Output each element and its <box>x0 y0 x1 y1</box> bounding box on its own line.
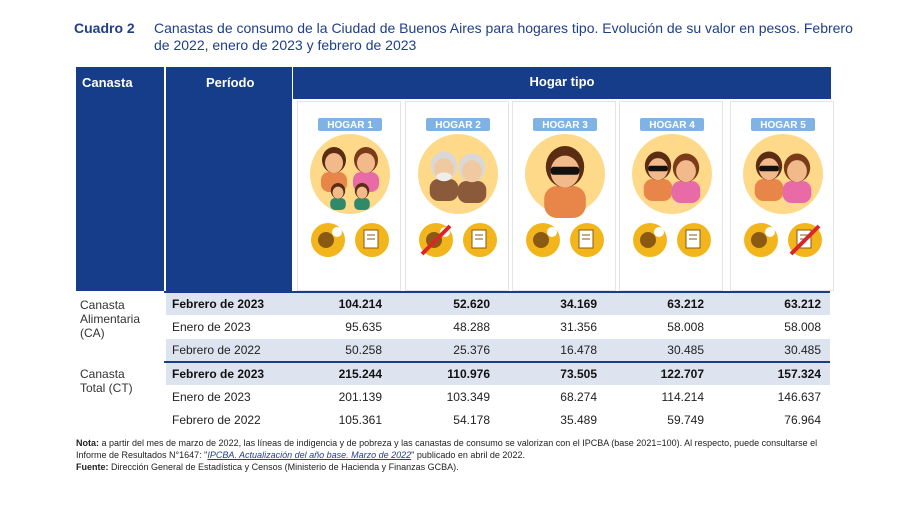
period-cell: Febrero de 2022 <box>172 343 261 357</box>
value-cell: 122.707 <box>660 367 704 381</box>
value-cell: 95.635 <box>345 320 382 334</box>
household-card: HOGAR 4 <box>619 101 723 291</box>
household-badge-label: HOGAR 5 <box>760 120 806 131</box>
group-label-line: Canasta <box>80 298 125 312</box>
value-cell: 25.376 <box>453 343 490 357</box>
table-row: Enero de 2023 201.139 103.349 68.274 114… <box>166 386 830 408</box>
table-footnote: Nota: a partir del mes de marzo de 2022,… <box>76 437 846 473</box>
group-label-line: Alimentaria <box>80 312 141 326</box>
group-label-line: Canasta <box>80 367 125 381</box>
value-cell: 104.214 <box>338 297 382 311</box>
value-cell: 110.976 <box>447 367 490 381</box>
period-cell: Enero de 2023 <box>172 320 251 334</box>
period-cell: Febrero de 2022 <box>172 413 261 427</box>
household-badge-label: HOGAR 3 <box>542 120 588 131</box>
value-cell: 63.212 <box>667 297 704 311</box>
value-cell: 76.964 <box>784 413 821 427</box>
group-separator <box>164 291 830 293</box>
note-label: Nota: <box>76 438 99 448</box>
group-label-ca: Canasta Alimentaria (CA) <box>80 298 140 340</box>
value-cell: 114.214 <box>661 390 705 404</box>
value-cell: 31.356 <box>560 320 597 334</box>
household-card: HOGAR 1 <box>297 101 401 291</box>
group-separator <box>164 361 830 363</box>
household-illustration-icon: HOGAR 3 <box>525 118 605 257</box>
household-badge-label: HOGAR 4 <box>649 120 695 131</box>
value-cell: 215.244 <box>338 367 382 381</box>
column-header-hogar-tipo: Hogar tipo <box>293 67 831 99</box>
value-cell: 68.274 <box>560 390 597 404</box>
value-cell: 30.485 <box>667 343 704 357</box>
row-shade <box>166 293 830 315</box>
household-card: HOGAR 3 <box>512 101 616 291</box>
group-label-line: Total (CT) <box>80 381 133 395</box>
table-row: Enero de 2023 95.635 48.288 31.356 58.00… <box>166 316 830 338</box>
source-paragraph: Fuente: Dirección General de Estadística… <box>76 461 846 473</box>
row-shade <box>166 363 830 385</box>
value-cell: 50.258 <box>345 343 382 357</box>
value-cell: 48.288 <box>453 320 490 334</box>
caption-title: Canastas de consumo de la Ciudad de Buen… <box>154 20 853 53</box>
table-row: Febrero de 2022 50.258 25.376 16.478 30.… <box>166 339 830 361</box>
column-header-periodo: Período <box>166 67 292 291</box>
value-cell: 54.178 <box>453 413 490 427</box>
household-illustration-icon: HOGAR 5 <box>743 118 823 257</box>
value-cell: 34.169 <box>560 297 597 311</box>
source-label: Fuente: <box>76 462 109 472</box>
value-cell: 73.505 <box>560 367 597 381</box>
note-text: a partir del mes de marzo de 2022, las l… <box>76 438 818 460</box>
value-cell: 146.637 <box>777 390 821 404</box>
household-badge-label: HOGAR 2 <box>435 120 481 131</box>
group-label-line: (CA) <box>80 326 105 340</box>
household-illustration-icon: HOGAR 2 <box>418 118 498 257</box>
value-cell: 201.139 <box>338 390 382 404</box>
value-cell: 157.324 <box>777 367 821 381</box>
value-cell: 105.361 <box>338 413 382 427</box>
period-cell: Febrero de 2023 <box>172 297 265 311</box>
table-row: Febrero de 2023 104.214 52.620 34.169 63… <box>166 293 830 315</box>
period-cell: Febrero de 2023 <box>172 367 265 381</box>
household-illustration-icon: HOGAR 4 <box>632 118 712 257</box>
household-illustrations: HOGAR 1 HOGAR 2 HOGAR 3 HOGAR 4 HOGAR 5 <box>293 101 834 291</box>
household-illustration-icon: HOGAR 1 <box>310 118 390 257</box>
table-row: Febrero de 2023 215.244 110.976 73.505 1… <box>166 363 830 385</box>
source-text: Dirección General de Estadística y Censo… <box>108 462 459 472</box>
household-card: HOGAR 5 <box>730 101 834 291</box>
period-cell: Enero de 2023 <box>172 390 251 404</box>
household-badge-label: HOGAR 1 <box>327 120 373 131</box>
value-cell: 58.008 <box>784 320 821 334</box>
table-row: Febrero de 2022 105.361 54.178 35.489 59… <box>166 409 830 431</box>
value-cell: 52.620 <box>453 297 490 311</box>
group-label-ct: Canasta Total (CT) <box>80 367 133 395</box>
caption-number: Cuadro 2 <box>74 20 135 36</box>
value-cell: 59.749 <box>667 413 704 427</box>
value-cell: 63.212 <box>784 297 821 311</box>
value-cell: 35.489 <box>560 413 597 427</box>
note-text-end: " publicado en abril de 2022. <box>411 450 525 460</box>
value-cell: 58.008 <box>667 320 704 334</box>
column-header-canasta: Canasta <box>76 67 164 291</box>
value-cell: 16.478 <box>560 343 597 357</box>
value-cell: 103.349 <box>446 390 490 404</box>
value-cell: 30.485 <box>784 343 821 357</box>
row-shade <box>166 339 830 361</box>
household-card: HOGAR 2 <box>405 101 509 291</box>
report-link[interactable]: IPCBA. Actualización del año base. Marzo… <box>207 450 412 460</box>
note-paragraph: Nota: a partir del mes de marzo de 2022,… <box>76 437 846 461</box>
